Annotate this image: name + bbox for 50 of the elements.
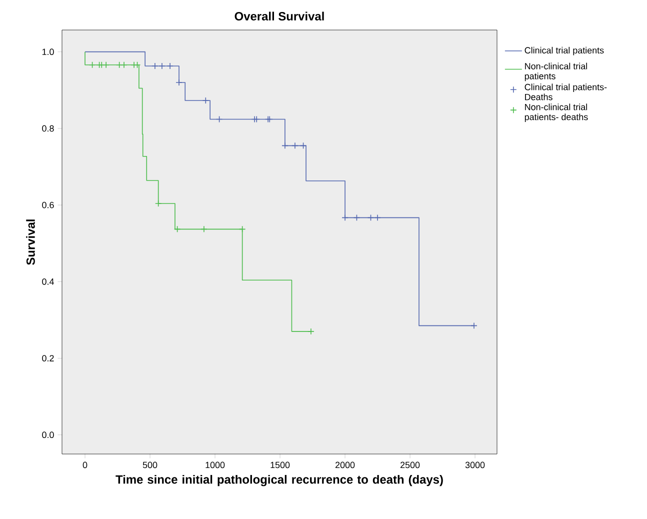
x-tick-label: 500 xyxy=(142,462,158,468)
point xyxy=(264,116,272,123)
legend-label: Non-clinical trial patients xyxy=(524,62,587,82)
point xyxy=(134,61,141,68)
x-axis-title: Time since initial pathological recurrence to death (days) xyxy=(116,474,443,486)
y-tick-label: 0.6 xyxy=(42,202,54,208)
point xyxy=(102,61,110,68)
y-tick-label: 0.0 xyxy=(42,432,54,438)
x-tick-label: 3000 xyxy=(465,462,485,468)
point xyxy=(202,97,210,104)
y-axis-title: Survival xyxy=(26,220,35,265)
point xyxy=(130,61,138,68)
point xyxy=(308,328,314,335)
point xyxy=(266,116,274,123)
point xyxy=(282,142,288,150)
point xyxy=(374,214,381,222)
legend-label: Clinical trial patients xyxy=(524,46,604,56)
point xyxy=(88,61,96,68)
point xyxy=(353,214,360,222)
x-tick-label: 0 xyxy=(82,462,88,468)
legend-label: Non-clinical trial patients- deaths xyxy=(524,104,588,122)
point xyxy=(216,116,223,123)
y-tick-label: 0.2 xyxy=(42,355,54,362)
point xyxy=(300,142,307,150)
point xyxy=(251,116,258,123)
point xyxy=(342,214,348,222)
point xyxy=(154,200,162,207)
legend-label: Clinical trial patients- Deaths xyxy=(524,84,607,100)
point xyxy=(152,62,158,70)
point xyxy=(253,116,260,123)
point xyxy=(116,61,123,68)
y-tick-label: 0.8 xyxy=(42,125,54,132)
point xyxy=(176,79,182,86)
y-tick-label: 0.4 xyxy=(42,278,54,285)
point xyxy=(174,226,181,233)
point xyxy=(158,62,166,70)
point xyxy=(292,142,298,150)
point xyxy=(166,62,174,70)
point xyxy=(470,322,478,330)
x-tick-label: 2500 xyxy=(400,462,420,468)
point xyxy=(200,226,208,233)
point xyxy=(120,61,128,68)
point xyxy=(98,61,106,68)
y-tick-label: 1.0 xyxy=(42,48,54,56)
chart-title: Overall Survival xyxy=(234,12,324,20)
point xyxy=(367,214,374,222)
x-tick-label: 1000 xyxy=(206,462,225,468)
x-tick-label: 1500 xyxy=(270,462,290,468)
x-tick-label: 2000 xyxy=(336,462,355,468)
point xyxy=(238,226,246,233)
